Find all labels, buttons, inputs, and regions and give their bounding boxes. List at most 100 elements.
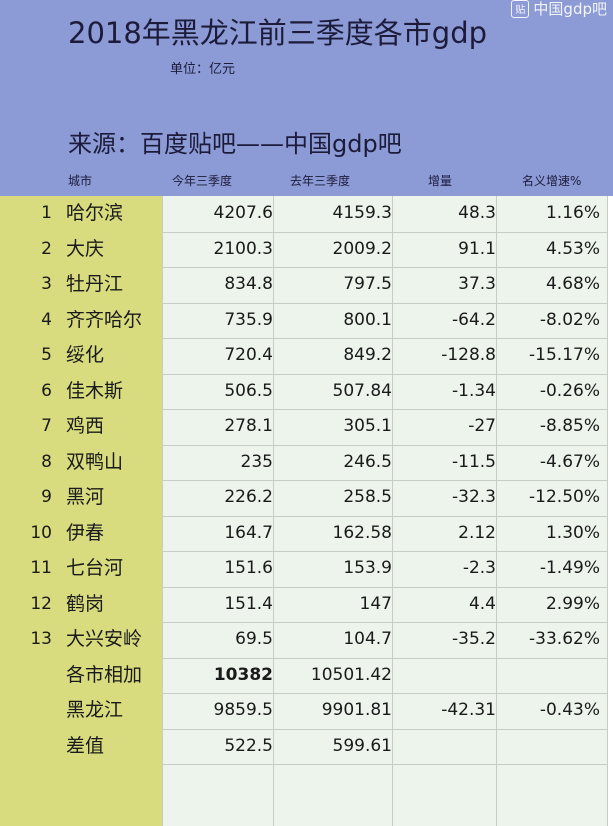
row-increase: -35.2 (452, 629, 496, 649)
table-row: 9 黑河 226.2 258.5 -32.3 -12.50% (0, 480, 613, 515)
row-this-year: 151.6 (224, 558, 273, 578)
row-rank: 11 (30, 558, 52, 578)
row-growth: 1.30% (545, 522, 600, 543)
row-city: 黑河 (66, 486, 105, 508)
row-rank (0, 729, 52, 764)
row-this-year: 9859.5 (213, 700, 273, 720)
row-increase: -32.3 (452, 487, 496, 507)
table-row: 11 七台河 151.6 153.9 -2.3 -1.49% (0, 551, 613, 586)
grid-hline (162, 409, 607, 410)
row-city: 双鸭山 (66, 450, 124, 473)
col-header-growth: 名义增速% (522, 174, 582, 188)
row-increase: -2.3 (462, 558, 496, 578)
row-last-year: 305.1 (343, 416, 392, 436)
table-row: 12 鹤岗 151.4 147 4.4 2.99% (0, 587, 613, 622)
row-last-year: 246.5 (343, 451, 392, 472)
row-increase: -128.8 (441, 345, 496, 365)
grid-hline (162, 728, 607, 730)
row-increase: -64.2 (452, 309, 496, 330)
grid-hline (162, 586, 607, 588)
table-row: 10 伊春 164.7 162.58 2.12 1.30% (0, 516, 613, 551)
row-rank: 4 (41, 309, 52, 330)
unit-label: 单位：亿元 (170, 62, 236, 77)
col-header-this-year: 今年三季度 (172, 174, 233, 188)
table-row: 差值 522.5 599.61 (0, 729, 613, 764)
column-header-row: 城市 今年三季度 去年三季度 增量 名义增速% (0, 172, 613, 194)
row-city: 哈尔滨 (66, 202, 124, 224)
table-row: 8 双鸭山 235 246.5 -11.5 -4.67% (0, 445, 613, 480)
row-last-year: 258.5 (343, 487, 392, 507)
row-rank: 7 (41, 416, 52, 436)
table-row: 各市相加 10382 10501.42 (0, 658, 613, 693)
row-increase: 37.3 (458, 274, 496, 294)
row-growth: -12.50% (529, 487, 600, 507)
row-increase: -11.5 (452, 451, 496, 472)
grid-hline (162, 622, 607, 623)
col-header-last-year: 去年三季度 (290, 174, 351, 188)
col-header-city: 城市 (68, 174, 93, 188)
row-city: 佳木斯 (66, 379, 124, 402)
row-increase: 48.3 (458, 203, 496, 223)
row-rank: 9 (41, 487, 52, 507)
row-city: 七台河 (66, 557, 124, 579)
row-increase: 91.1 (458, 238, 496, 259)
row-rank: 5 (41, 345, 52, 365)
tieba-icon: 贴 (511, 0, 530, 18)
row-last-year: 599.61 (332, 735, 392, 756)
table-row: 黑龙江 9859.5 9901.81 -42.31 -0.43% (0, 693, 613, 728)
grid-vline (273, 196, 274, 826)
table-row: 6 佳木斯 506.5 507.84 -1.34 -0.26% (0, 374, 613, 409)
row-this-year: 226.2 (224, 487, 273, 507)
row-rank: 13 (30, 629, 52, 649)
data-table-area (162, 196, 607, 826)
row-last-year: 797.5 (343, 274, 392, 294)
grid-hline (162, 657, 607, 659)
row-city: 大庆 (66, 237, 105, 260)
row-growth: -8.02% (539, 309, 600, 330)
grid-hline (162, 373, 607, 375)
row-this-year: 735.9 (224, 309, 273, 330)
grid-hline (162, 231, 607, 233)
grid-hline (162, 764, 607, 765)
row-growth: -4.67% (539, 451, 600, 472)
row-city: 伊春 (66, 521, 105, 544)
table-row: 3 牡丹江 834.8 797.5 37.3 4.68% (0, 267, 613, 302)
table-row: 4 齐齐哈尔 735.9 800.1 -64.2 -8.02% (0, 303, 613, 338)
row-last-year: 849.2 (343, 345, 392, 365)
table-row: 7 鸡西 278.1 305.1 -27 -8.85% (0, 409, 613, 444)
row-growth: 2.99% (545, 593, 600, 614)
grid-hline (162, 551, 607, 552)
row-growth: -15.17% (529, 345, 600, 365)
row-city: 鸡西 (66, 415, 105, 437)
table-row: 13 大兴安岭 69.5 104.7 -35.2 -33.62% (0, 622, 613, 657)
table-row: 2 大庆 2100.3 2009.2 91.1 4.53% (0, 232, 613, 267)
grid-hline (162, 338, 607, 339)
row-rank: 3 (41, 274, 52, 294)
row-growth: -0.43% (539, 700, 600, 720)
row-last-year: 104.7 (343, 629, 392, 649)
grid-hline (162, 302, 607, 304)
row-city: 鹤岗 (66, 592, 105, 615)
row-city: 齐齐哈尔 (66, 308, 143, 331)
row-growth (496, 729, 600, 764)
row-this-year: 151.4 (224, 593, 273, 614)
row-rank: 1 (41, 203, 52, 223)
grid-vline (392, 196, 393, 826)
row-this-year: 164.7 (224, 522, 273, 543)
row-increase (392, 658, 496, 693)
row-growth: 4.68% (545, 274, 600, 294)
row-increase (392, 729, 496, 764)
row-rank: 6 (41, 380, 52, 401)
city-column-band (0, 196, 162, 826)
row-city: 差值 (66, 734, 105, 757)
row-this-year: 506.5 (224, 380, 273, 401)
watermark: 贴 中国gdp吧 (511, 0, 607, 19)
row-last-year: 507.84 (332, 380, 392, 401)
row-city: 黑龙江 (66, 699, 124, 721)
row-city: 牡丹江 (66, 273, 124, 295)
row-this-year: 4207.6 (213, 203, 273, 223)
row-increase: 4.4 (468, 593, 496, 614)
row-increase: -1.34 (452, 380, 496, 401)
grid-hline (162, 444, 607, 446)
table-row: 1 哈尔滨 4207.6 4159.3 48.3 1.16% (0, 196, 613, 231)
